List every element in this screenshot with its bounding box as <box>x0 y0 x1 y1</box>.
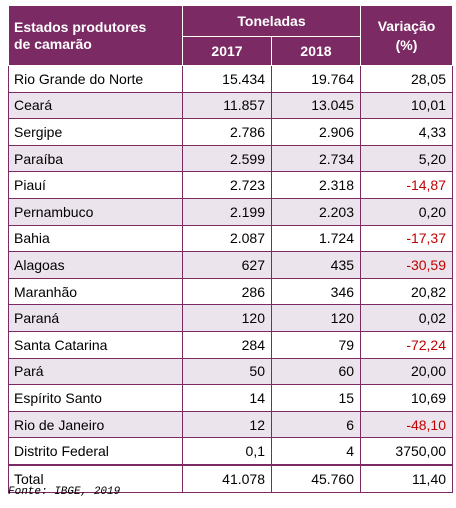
variation-cell: 4,33 <box>360 118 454 146</box>
variation-cell: 20,82 <box>360 277 454 306</box>
state-cell: Bahia <box>8 224 183 253</box>
variation-cell: 0,02 <box>360 304 454 332</box>
state-cell: Pará <box>8 357 183 386</box>
source-note: Fonte: IBGE, 2019 <box>8 486 121 498</box>
table-row: Bahia 2.087 1.724 -17,37 <box>8 224 454 253</box>
variation-cell: 20,00 <box>360 357 454 386</box>
tons-2018-cell: 1.724 <box>270 224 362 253</box>
tons-2018-cell: 6 <box>270 410 362 439</box>
table-row: Santa Catarina 284 79 -72,24 <box>8 330 454 359</box>
variation-cell: 28,05 <box>360 65 454 93</box>
state-cell: Maranhão <box>8 277 183 306</box>
state-cell: Rio Grande do Norte <box>8 65 183 93</box>
shrimp-production-table-container: Estados produtores de camarão Toneladas V… <box>8 5 454 493</box>
state-cell: Espírito Santo <box>8 384 183 412</box>
header-states-label: Estados produtores de camarão <box>14 18 147 52</box>
table-body: Rio Grande do Norte 15.434 19.764 28,05 Cear… <box>8 65 454 493</box>
table-row: Maranhão 286 346 20,82 <box>8 277 454 306</box>
tons-2017-cell: 11.857 <box>182 91 272 120</box>
table-row: Ceará 11.857 13.045 10,01 <box>8 91 454 120</box>
header-variation-label: Variação (%) <box>377 17 436 53</box>
total-label: Total <box>8 463 183 493</box>
variation-cell: 3750,00 <box>360 437 454 466</box>
tons-2017-cell: 15.434 <box>182 65 272 93</box>
variation-cell: -17,37 <box>360 224 454 253</box>
state-cell: Paraná <box>8 304 183 332</box>
header-tons: Toneladas <box>181 5 362 37</box>
tons-2017-cell: 120 <box>182 304 272 332</box>
table-row: Rio Grande do Norte 15.434 19.764 28,05 <box>8 65 454 93</box>
tons-2018-cell: 2.203 <box>270 197 362 226</box>
state-cell: Distrito Federal <box>8 437 183 466</box>
tons-2018-cell: 120 <box>270 304 362 332</box>
table-header: Estados produtores de camarão Toneladas V… <box>8 5 454 66</box>
tons-2018-cell: 435 <box>270 251 362 279</box>
variation-cell: -72,24 <box>360 330 454 359</box>
table-row: Paraná 120 120 0,02 <box>8 304 454 332</box>
tons-2017-cell: 0,1 <box>182 437 272 466</box>
tons-2018-cell: 346 <box>270 277 362 306</box>
tons-2017-cell: 2.599 <box>182 144 272 173</box>
tons-2017-cell: 2.199 <box>182 197 272 226</box>
total-2017-cell: 41.078 <box>182 463 272 493</box>
table-row: Piauí 2.723 2.318 -14,87 <box>8 171 454 199</box>
state-cell: Santa Catarina <box>8 330 183 359</box>
tons-2018-cell: 79 <box>270 330 362 359</box>
tons-2017-cell: 12 <box>182 410 272 439</box>
table-row: Pernambuco 2.199 2.203 0,20 <box>8 197 454 226</box>
header-variation: Variação (%) <box>360 5 454 66</box>
state-cell: Rio de Janeiro <box>8 410 183 439</box>
tons-2017-cell: 2.786 <box>182 118 272 146</box>
table-row: Alagoas 627 435 -30,59 <box>8 251 454 279</box>
shrimp-production-table: Estados produtores de camarão Toneladas V… <box>8 5 454 493</box>
tons-2017-cell: 2.723 <box>182 171 272 199</box>
total-row: Total 41.078 45.760 11,40 <box>8 463 454 493</box>
variation-cell: -48,10 <box>360 410 454 439</box>
state-cell: Pernambuco <box>8 197 183 226</box>
table-row: Espírito Santo 14 15 10,69 <box>8 384 454 412</box>
tons-2018-cell: 13.045 <box>270 91 362 120</box>
variation-cell: -30,59 <box>360 251 454 279</box>
state-cell: Alagoas <box>8 251 183 279</box>
table-row: Paraíba 2.599 2.734 5,20 <box>8 144 454 173</box>
table-row: Pará 50 60 20,00 <box>8 357 454 386</box>
tons-2017-cell: 14 <box>182 384 272 412</box>
tons-2018-cell: 2.906 <box>270 118 362 146</box>
tons-2018-cell: 4 <box>270 437 362 466</box>
variation-cell: -14,87 <box>360 171 454 199</box>
table-row: Rio de Janeiro 12 6 -48,10 <box>8 410 454 439</box>
table-row: Distrito Federal 0,1 4 3750,00 <box>8 437 454 466</box>
header-year-2018: 2018 <box>270 36 362 66</box>
variation-cell: 10,01 <box>360 91 454 120</box>
header-states: Estados produtores de camarão <box>8 5 183 66</box>
tons-2018-cell: 2.318 <box>270 171 362 199</box>
total-2018-cell: 45.760 <box>270 463 362 493</box>
tons-2017-cell: 2.087 <box>182 224 272 253</box>
tons-2017-cell: 627 <box>182 251 272 279</box>
state-cell: Ceará <box>8 91 183 120</box>
total-variation-cell: 11,40 <box>360 463 454 493</box>
state-cell: Sergipe <box>8 118 183 146</box>
state-cell: Piauí <box>8 171 183 199</box>
tons-2018-cell: 19.764 <box>270 65 362 93</box>
header-year-2017: 2017 <box>182 36 272 66</box>
variation-cell: 10,69 <box>360 384 454 412</box>
variation-cell: 5,20 <box>360 144 454 173</box>
tons-2017-cell: 284 <box>182 330 272 359</box>
tons-2017-cell: 286 <box>182 277 272 306</box>
tons-2018-cell: 60 <box>270 357 362 386</box>
state-cell: Paraíba <box>8 144 183 173</box>
tons-2017-cell: 50 <box>182 357 272 386</box>
tons-2018-cell: 15 <box>270 384 362 412</box>
variation-cell: 0,20 <box>360 197 454 226</box>
table-row: Sergipe 2.786 2.906 4,33 <box>8 118 454 146</box>
tons-2018-cell: 2.734 <box>270 144 362 173</box>
